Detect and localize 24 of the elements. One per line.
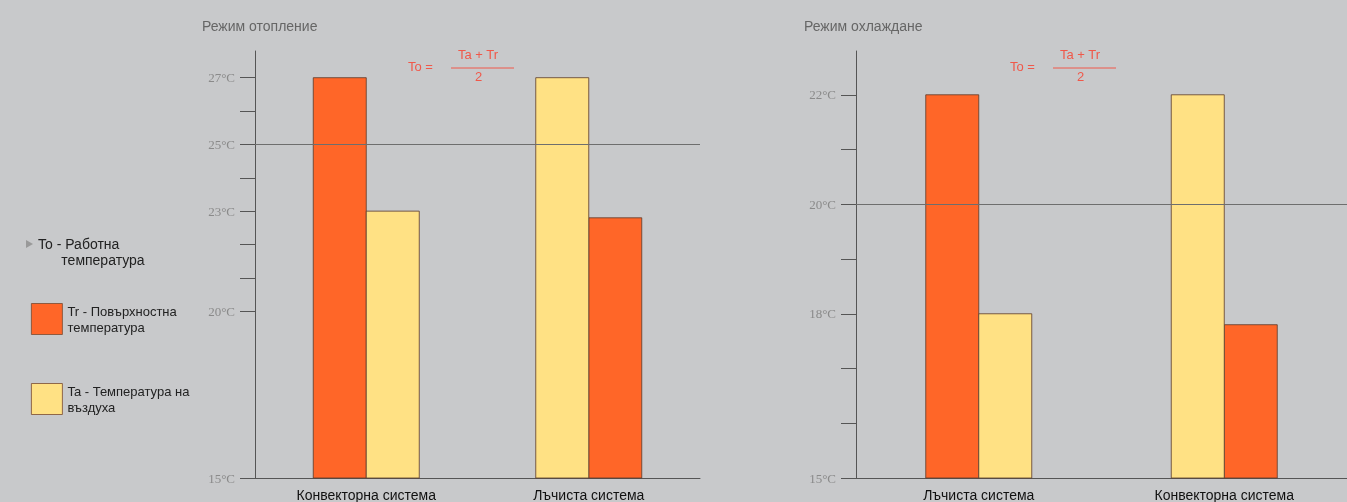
y-tick-label: 15°C [809,470,836,486]
y-tick-label: 20°C [809,196,836,212]
y-tick-label: 23°C [208,203,235,219]
y-tick-label: 22°C [809,87,836,103]
x-tick-label: Конвекторна система [296,487,437,502]
x-tick-label: Лъчиста система [923,487,1035,502]
y-tick-label: 18°C [809,306,836,322]
x-tick-label: Лъчиста система [533,487,645,502]
annotation: 2 [475,69,483,84]
annotation: To = [408,59,433,74]
legend-label: Ta - Температура на въздуха [67,383,191,415]
x-tick-label: Конвекторна система [1154,487,1295,502]
legend-label: Tr - Повърхностна температура [67,303,178,335]
chart-title: Режим отопление [202,18,318,34]
y-tick-label: 15°C [208,470,235,486]
chart-title: Режим охлаждане [804,18,923,34]
annotation: To = [1010,59,1035,74]
y-tick-label: 27°C [208,70,235,86]
y-tick-label: 25°C [208,136,235,152]
y-tick-label: 20°C [208,303,235,319]
annotation: Ta + Tr [1060,47,1101,62]
annotation: 2 [1077,69,1085,84]
annotation: Ta + Tr [458,47,499,62]
legend-title: To - Работна температура [38,236,145,268]
